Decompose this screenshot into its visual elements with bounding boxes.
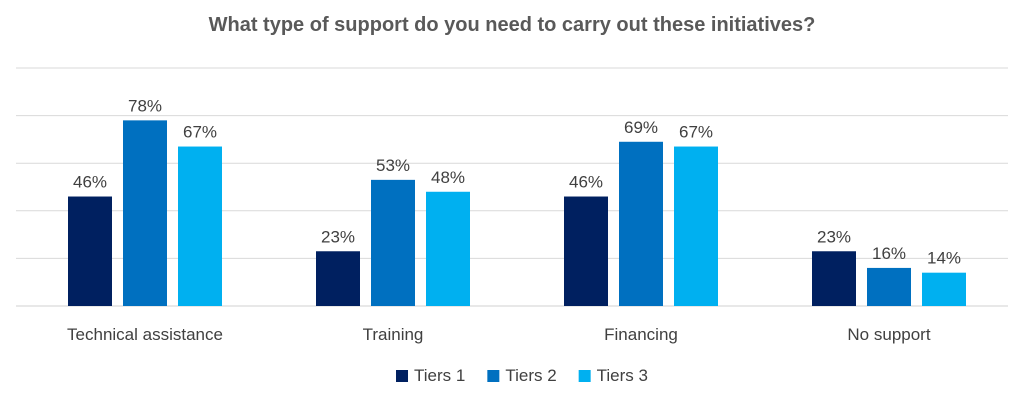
category-label: No support	[847, 325, 930, 344]
category-label: Training	[363, 325, 424, 344]
legend-swatch	[487, 370, 500, 382]
data-label: 48%	[431, 168, 465, 187]
bar-tiers-3	[178, 146, 222, 306]
data-label: 46%	[73, 173, 107, 192]
data-label: 53%	[376, 156, 410, 175]
legend-label: Tiers 3	[597, 366, 648, 385]
legend-swatch	[578, 370, 591, 382]
data-label: 14%	[927, 249, 961, 268]
chart-title: What type of support do you need to carr…	[208, 14, 816, 36]
data-label: 69%	[624, 118, 658, 137]
bar-tiers-1	[68, 196, 112, 306]
bar-tiers-3	[426, 191, 470, 306]
legend-label: Tiers 2	[505, 366, 556, 385]
bar-tiers-3	[674, 146, 718, 306]
data-label: 23%	[817, 227, 851, 246]
bar-tiers-2	[123, 120, 167, 306]
data-label: 16%	[872, 244, 906, 263]
data-label: 67%	[183, 123, 217, 142]
data-labels: 46% 78% 67% 23% 53% 48% 46% 69% 67% 23% 16% 14%	[73, 96, 961, 267]
bars	[68, 120, 966, 306]
legend-label: Tiers 1	[414, 366, 465, 385]
category-label: Technical assistance	[67, 325, 223, 344]
category-axis: Technical assistance Training Financing No …	[67, 325, 931, 344]
bar-tiers-1	[812, 251, 856, 306]
data-label: 23%	[321, 227, 355, 246]
legend: Tiers 1 Tiers 2 Tiers 3	[396, 366, 648, 385]
bar-tiers-3	[922, 272, 966, 306]
data-label: 78%	[128, 96, 162, 115]
bar-tiers-2	[867, 267, 911, 306]
bar-tiers-2	[619, 141, 663, 306]
data-label: 67%	[679, 123, 713, 142]
category-label: Financing	[604, 325, 678, 344]
bar-tiers-1	[316, 251, 360, 306]
bar-tiers-2	[371, 179, 415, 306]
data-label: 46%	[569, 173, 603, 192]
bar-tiers-1	[564, 196, 608, 306]
legend-swatch	[396, 370, 409, 382]
